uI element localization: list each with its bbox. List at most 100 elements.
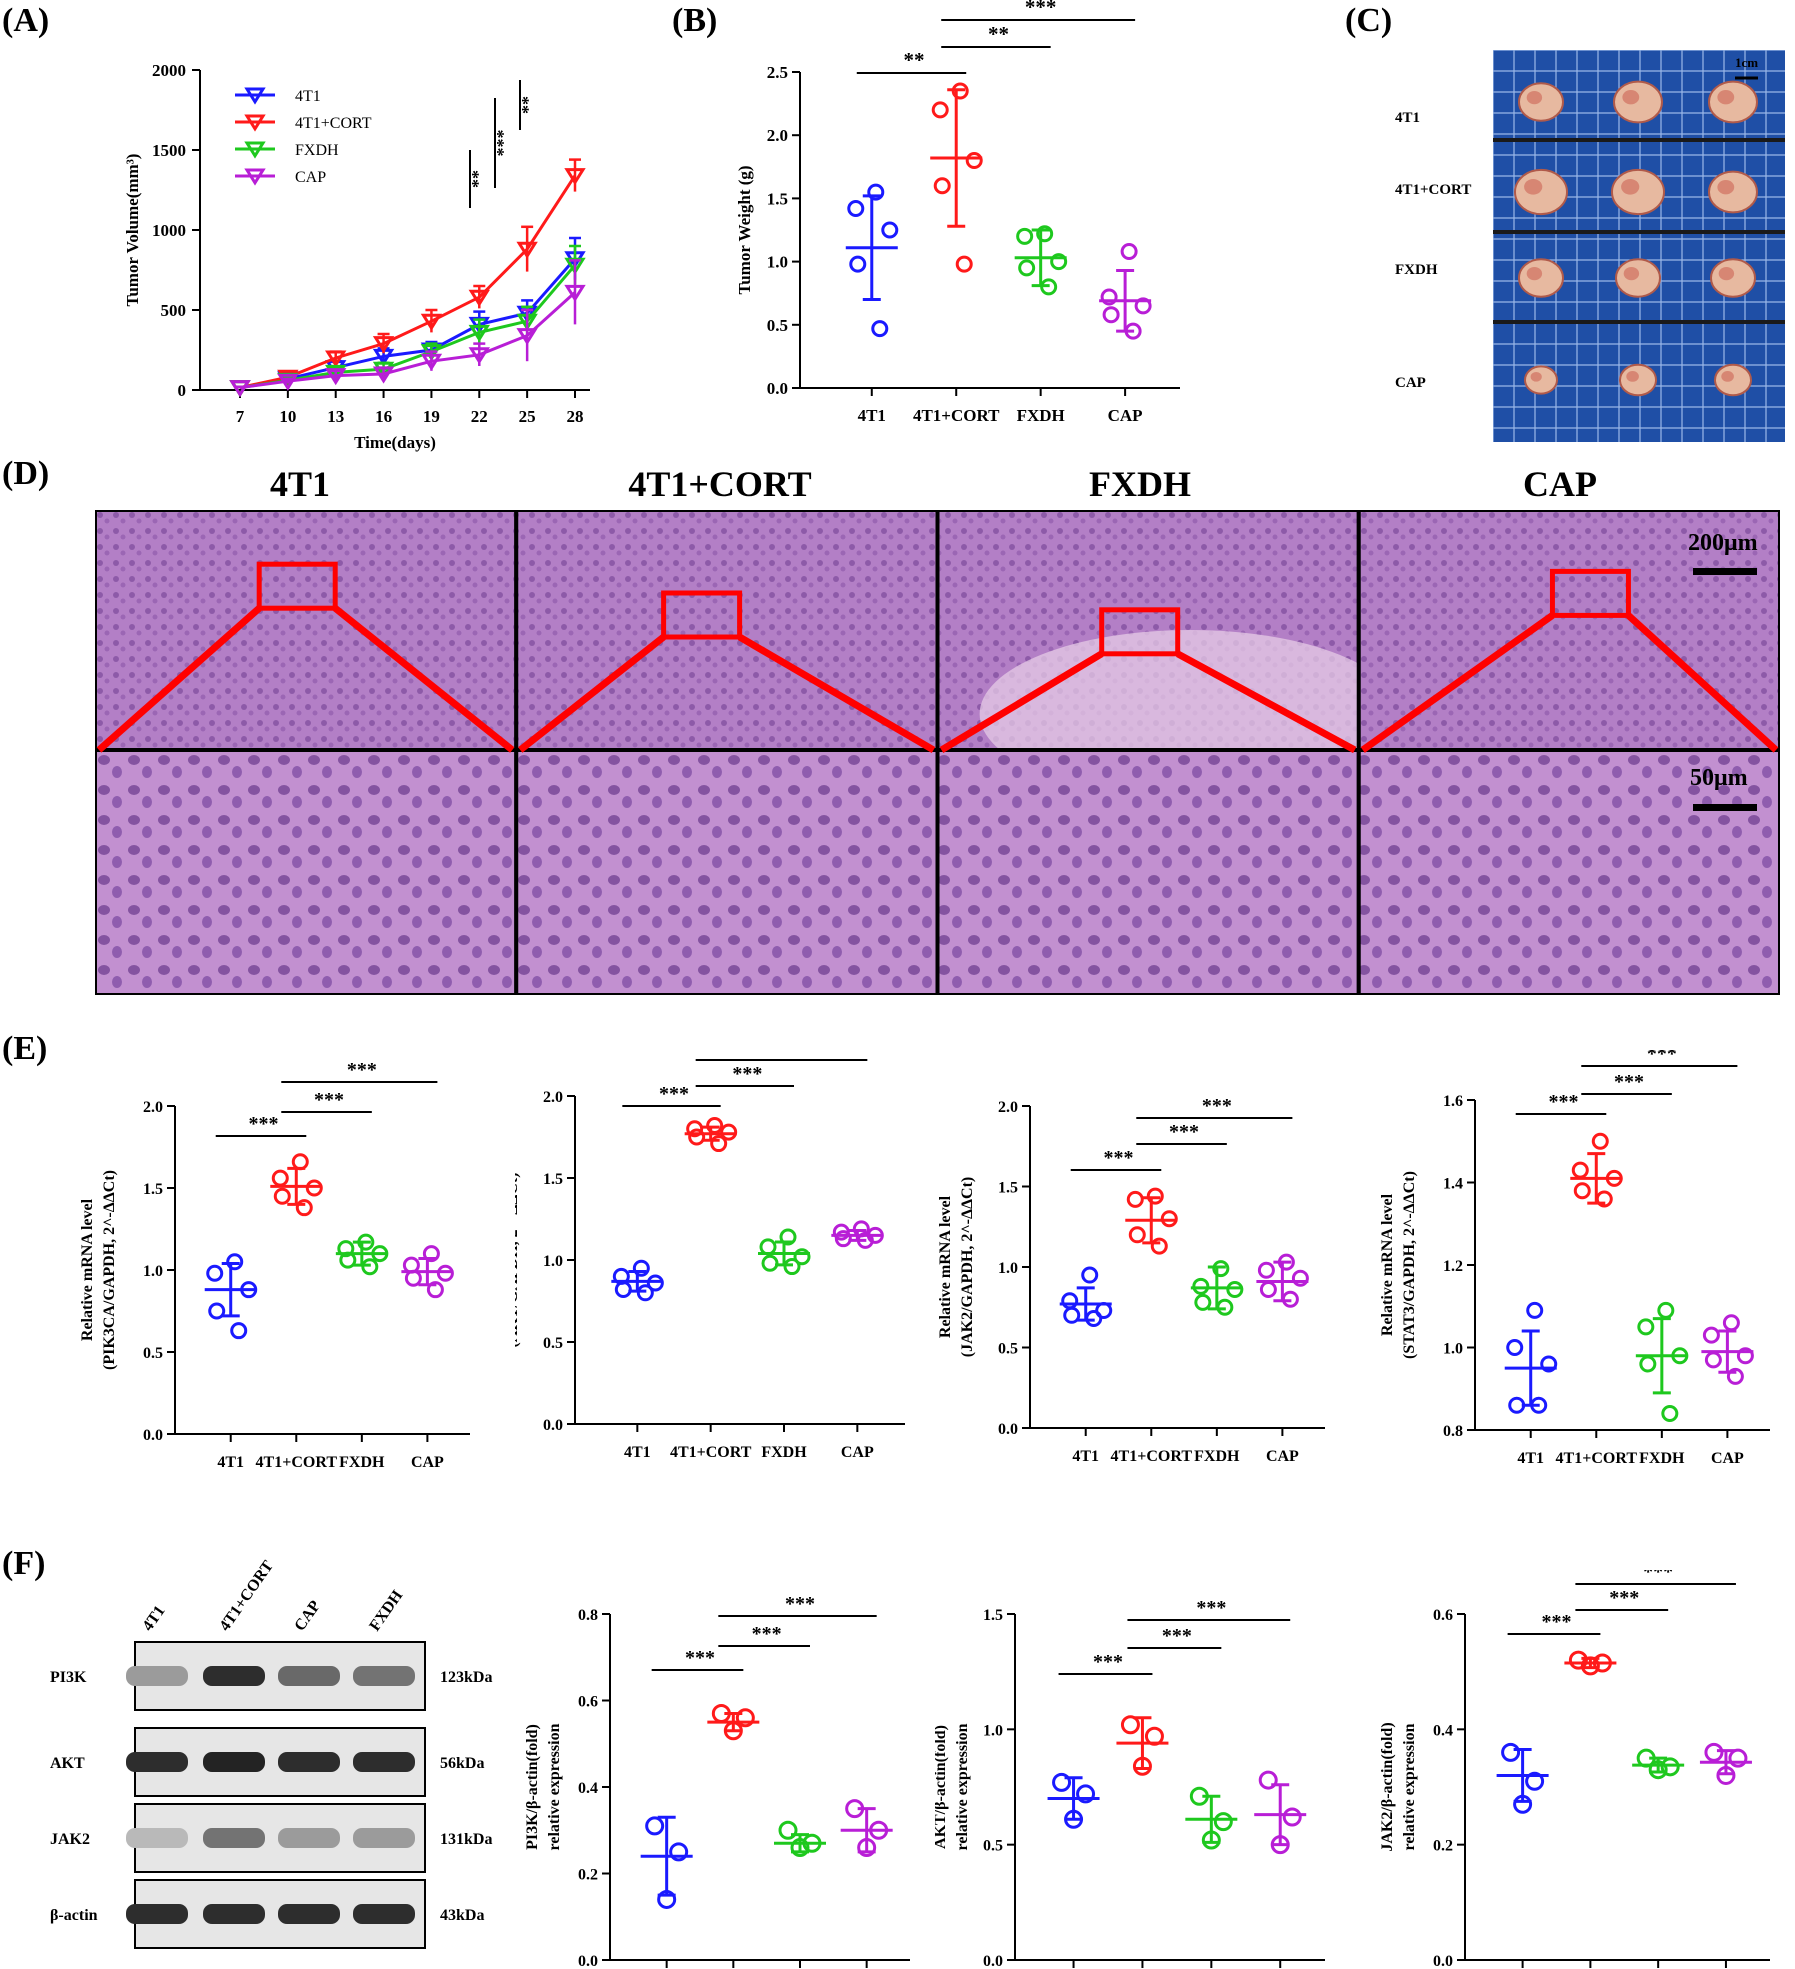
data-point [1259, 1281, 1277, 1299]
data-point [783, 1258, 801, 1276]
data-point [339, 1251, 357, 1269]
data-point [1637, 1318, 1655, 1336]
sig-label: *** [314, 1089, 344, 1111]
tumor-sample [1514, 168, 1568, 216]
x-tick-label: FXDH [339, 1454, 385, 1471]
data-point [1508, 1396, 1526, 1414]
sig-label: *** [752, 1623, 782, 1645]
x-tick-label: 4T1+CORT [913, 406, 1000, 425]
data-point [1126, 1190, 1144, 1208]
a-legend-marker [244, 168, 266, 186]
zoom-box [1549, 568, 1631, 618]
data-point [761, 1254, 779, 1272]
y-tick-label: 0.6 [1433, 1607, 1453, 1624]
data-point [951, 82, 969, 100]
data-point [759, 1238, 777, 1256]
x-tick-label: FXDH [761, 1444, 807, 1461]
photo-row-label-cap: CAP [1395, 375, 1426, 391]
data-point [337, 1240, 355, 1258]
a-x-tick-label: 13 [327, 407, 344, 426]
data-point [1281, 1290, 1299, 1308]
data-point [614, 1281, 632, 1299]
blot-band [203, 1752, 265, 1772]
blot-protein-label: β-actin [50, 1907, 98, 1924]
data-point [723, 1721, 743, 1741]
tumor-highlight [1526, 91, 1543, 105]
data-point [1081, 1266, 1099, 1284]
data-point [1128, 1226, 1146, 1244]
a-x-tick-label: 22 [471, 407, 488, 426]
data-point [931, 101, 949, 119]
data-point [720, 1123, 738, 1141]
y-tick-label: 0.2 [1433, 1838, 1453, 1855]
y-tick-label: 0.8 [1443, 1423, 1463, 1440]
data-point [1213, 1812, 1233, 1832]
data-point [646, 1274, 664, 1292]
a-data-point [516, 241, 538, 259]
y-axis-label: relative expression [954, 1723, 971, 1850]
y-axis-label: PI3K/β-actin(fold) [524, 1724, 541, 1850]
photo-scale-label: 1cm [1735, 55, 1759, 70]
blot-band [278, 1828, 340, 1848]
data-point [1702, 1326, 1720, 1344]
x-tick-label: 4T1+CORT [670, 1444, 752, 1461]
western-blot-panel: 4T1 4T1+CORT CAP FXDH PI3K 123kDa AKT 56kDa JAK2… [30, 1540, 500, 1960]
data-point [847, 200, 865, 218]
he-title-fxdh: FXDH [1089, 464, 1191, 504]
data-point [1605, 1169, 1623, 1187]
blot-lane-label: CAP [291, 1597, 324, 1634]
a-y-tick-label: 1000 [152, 221, 186, 240]
data-point [422, 1245, 440, 1263]
x-tick-label: CAP [1711, 1450, 1744, 1467]
data-point [357, 1233, 375, 1251]
a-sig-label: ** [468, 170, 488, 188]
tumor-sample [1611, 168, 1665, 216]
data-point [1530, 1396, 1548, 1414]
a-data-point [325, 368, 347, 386]
row-divider [1493, 320, 1785, 324]
data-point [1095, 1301, 1113, 1319]
he-micrograph-grid [93, 508, 1782, 997]
tumor-highlight [1524, 179, 1543, 195]
blot-band [353, 1828, 415, 1848]
x-tick-label: 4T1 [1072, 1448, 1099, 1465]
data-point [1160, 1210, 1178, 1228]
data-point [1212, 1260, 1230, 1278]
data-point [1063, 1306, 1081, 1324]
chart-a-tumor-volume: 0 500 1000 1500 2000 7 10 13 16 19 22 25 28 Time(days… [123, 61, 590, 452]
data-point [371, 1245, 389, 1263]
sig-label: *** [1025, 0, 1057, 19]
a-legend-label: FXDH [295, 142, 339, 159]
tumor-photo-panel [1492, 49, 1785, 442]
a-data-point [372, 366, 395, 384]
a-data-point [468, 289, 490, 307]
x-tick-label: CAP [411, 1454, 444, 1471]
data-point [1132, 1756, 1152, 1776]
y-axis-label: relative expression [1401, 1723, 1418, 1850]
sig-label: ** [904, 48, 925, 72]
data-point [1226, 1281, 1244, 1299]
x-tick-label: CAP [1266, 1448, 1299, 1465]
a-data-point [325, 350, 347, 368]
a-y-axis-label: Tumor Volume(mm³) [123, 154, 142, 307]
he-high-magnification [93, 748, 519, 997]
a-x-tick-label: 25 [519, 407, 536, 426]
a-series-line [239, 291, 577, 390]
data-point [645, 1816, 665, 1836]
a-data-point [372, 336, 395, 354]
sig-label: *** [659, 1083, 689, 1105]
sig-label: *** [1169, 1121, 1199, 1143]
data-point [1291, 1269, 1309, 1287]
tumor-sample [1518, 82, 1564, 122]
data-point [1036, 225, 1054, 243]
y-tick-label: 0.5 [998, 1341, 1018, 1358]
data-point [1270, 1835, 1290, 1855]
blot-protein-label: PI3K [50, 1669, 87, 1686]
photo-row-label-4t1: 4T1 [1395, 110, 1421, 126]
he-high-magnification [935, 748, 1361, 997]
y-tick-label: 1.6 [1443, 1093, 1463, 1110]
data-point [1573, 1182, 1591, 1200]
x-tick-label: FXDH [1639, 1450, 1685, 1467]
tumor-sample [1613, 80, 1663, 124]
sig-label: *** [1647, 1050, 1677, 1065]
